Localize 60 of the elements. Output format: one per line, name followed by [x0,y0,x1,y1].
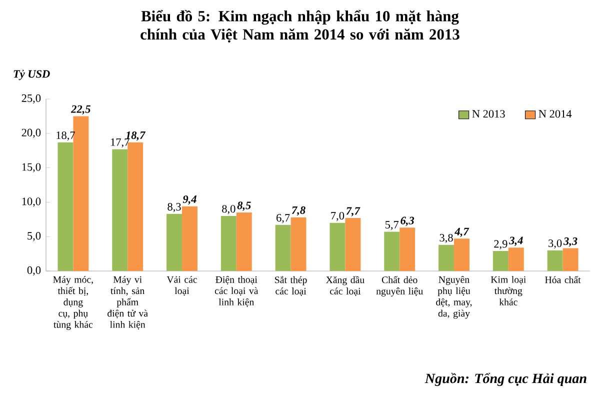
bar [454,238,470,271]
data-label: 8,5 [237,202,251,211]
x-tick-label: Xăng dầu các loại [326,276,364,296]
bar [384,232,400,271]
data-label: 6,7 [276,214,290,224]
bar [58,142,74,271]
data-label: 3,0 [548,239,562,249]
x-tick-label: Sắt thép các loại [275,276,307,296]
bar [166,214,182,271]
x-tick-label: Chất dẻo nguyên liệu [376,276,423,296]
bar [220,216,236,271]
data-label: 6,3 [400,216,414,226]
y-axis-title: Tỷ USD [14,70,50,80]
bar [128,142,144,271]
data-label: 22,5 [70,105,90,115]
data-label: 4,7 [454,228,470,237]
y-tick-label: 5,0 [28,232,41,242]
y-tick-label: 15,0 [22,163,41,172]
x-tick-label: Nguyên phụ liệu dệt, may, da, giày [436,276,472,319]
x-tick-label: Kim loại thường khác [490,276,526,306]
bar [182,206,198,271]
data-label: 18,7 [126,131,146,141]
bar [508,248,524,271]
data-label: 7,0 [331,212,344,222]
bar [275,224,291,271]
data-label: 7,8 [292,206,306,216]
x-tick-label: Máy vi tính, sản phẩm điện tử và linh kiện [108,276,148,330]
data-label: 3,4 [509,236,523,246]
bar [73,116,89,271]
data-label: 8,3 [168,203,181,212]
data-label: 3,8 [440,234,453,244]
legend-label: N 2013 [472,110,505,118]
bar [290,217,306,271]
data-label: 9,4 [182,195,196,205]
bar [236,212,252,271]
y-tick-label: 0,0 [27,266,41,276]
bar [492,251,508,271]
y-tick-label: 25,0 [22,94,41,104]
data-label: 8,0 [222,205,236,214]
text: Nguồn: Tổng cục Hải quan [424,372,586,386]
y-tick-label: 20,0 [22,128,41,138]
bar [330,222,346,271]
bar [438,244,454,271]
bar [562,248,578,271]
data-label: 2,9 [494,240,508,250]
data-label: 3,3 [563,237,578,247]
x-tick-label: Hóa chất [545,276,581,284]
y-tick-label: 10,0 [22,198,41,207]
bar [112,149,128,271]
chart-title: Biểu đồ 5: Kim ngạch nhập khẩu 10 mặt hàng chính của Việt Nam năm 2014 so với năm 2013 [140,10,460,43]
legend-label: N 2014 [538,110,572,118]
data-label: 7,7 [346,207,360,216]
bar [547,250,563,271]
x-tick-label: Điện thoại các loại và linh kiện [214,276,258,307]
bar [345,218,361,271]
data-label: 5,7 [386,221,399,230]
x-tick-label: Vải các loại [166,276,197,296]
x-tick-label: Máy móc, thiết bị, dụng cụ, phụ tùng khác [53,276,93,330]
bar [400,228,416,271]
data-label: 17,7 [111,138,130,148]
